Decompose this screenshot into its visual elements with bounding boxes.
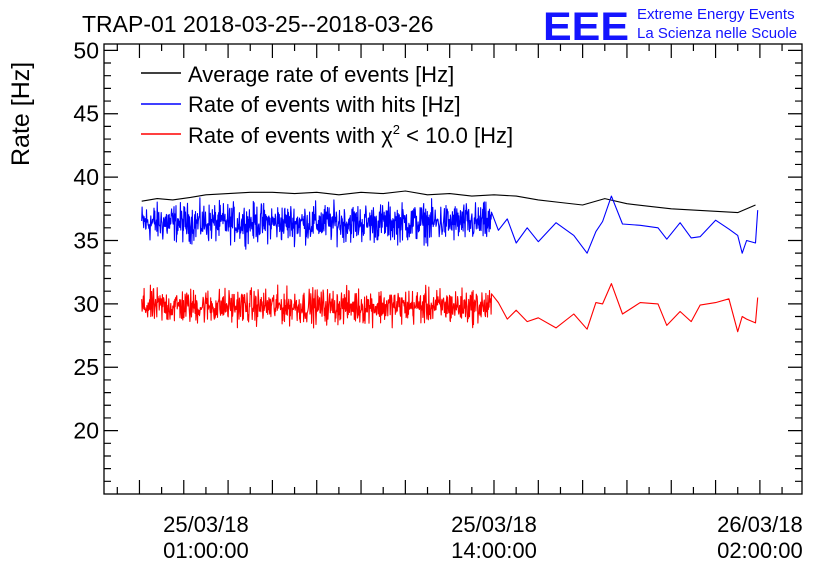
logo-line-1: Extreme Energy Events	[637, 6, 795, 23]
y-tick-label: 35	[73, 227, 99, 253]
series-line-1	[141, 195, 759, 254]
y-tick-label: 25	[73, 354, 99, 380]
x-tick-label-time: 01:00:00	[163, 538, 249, 563]
legend-label-average: Average rate of events [Hz]	[188, 62, 454, 87]
tick-marks	[104, 44, 802, 494]
y-tick-label: 20	[73, 418, 99, 444]
logo-mark: EEE	[543, 5, 629, 49]
y-tick-label: 50	[73, 37, 99, 63]
eee-logo: EEE Extreme Energy Events La Scienza nel…	[543, 5, 797, 49]
y-tick-label: 40	[73, 164, 99, 190]
series-line-2	[141, 283, 759, 333]
x-tick-label-time: 02:00:00	[717, 538, 803, 563]
x-tick-label-time: 14:00:00	[451, 538, 537, 563]
axis-ticks	[104, 44, 802, 494]
x-tick-labels: 25/03/1801:00:0025/03/1814:00:0026/03/18…	[163, 512, 803, 563]
x-tick-label-date: 26/03/18	[717, 512, 803, 537]
series-lines	[141, 190, 759, 333]
x-tick-label-date: 25/03/18	[451, 512, 537, 537]
y-axis-label: Rate [Hz]	[7, 62, 35, 166]
legend-label-hits: Rate of events with hits [Hz]	[188, 92, 461, 117]
legend-label-chi2: Rate of events with χ2 < 10.0 [Hz]	[188, 122, 513, 148]
plot-frame	[103, 43, 803, 495]
series-line-0	[141, 190, 756, 214]
legend: Average rate of events [Hz] Rate of even…	[141, 62, 513, 148]
chart-title: TRAP-01 2018-03-25--2018-03-26	[82, 11, 434, 37]
logo-line-2: La Scienza nelle Scuole	[637, 25, 797, 42]
x-tick-label-date: 25/03/18	[163, 512, 249, 537]
y-tick-labels: 20 25 30 35 40 45 50	[73, 37, 99, 443]
y-tick-label: 45	[73, 101, 99, 127]
y-tick-label: 30	[73, 291, 99, 317]
